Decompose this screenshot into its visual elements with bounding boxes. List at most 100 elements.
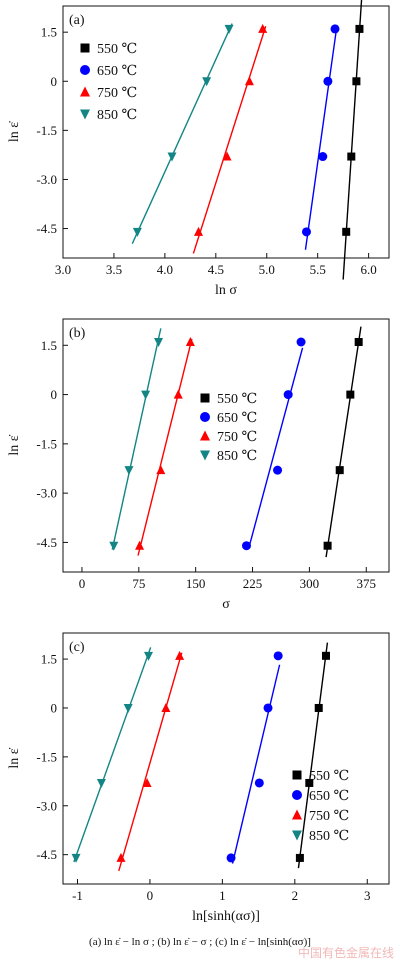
data-point <box>142 777 152 787</box>
legend-marker <box>292 770 302 780</box>
fit-line <box>325 326 362 558</box>
x-tick-label: 375 <box>357 576 377 591</box>
data-point <box>156 465 166 475</box>
legend-marker <box>200 393 210 403</box>
plot-frame <box>62 632 390 885</box>
fit-line <box>342 0 363 280</box>
data-point <box>263 703 273 713</box>
legend-marker <box>200 430 210 441</box>
data-point <box>116 852 126 862</box>
x-tick-label: 1 <box>219 888 226 903</box>
data-point <box>202 77 212 87</box>
x-tick-label: 5.5 <box>310 262 326 277</box>
data-point <box>154 338 164 347</box>
y-tick-label: 1.5 <box>41 338 57 353</box>
legend-label: 750 ℃ <box>309 809 349 824</box>
data-point <box>258 23 268 33</box>
legend-marker <box>292 790 302 800</box>
chart-panel-3: -1 0 1 2 3 1.5 0 -1.5 -3.0 -4.5 ln[sinh(ασ)] ln ε̇ (… <box>7 632 390 924</box>
data-point <box>273 651 283 661</box>
data-point <box>314 703 323 712</box>
plot-frame <box>62 5 390 259</box>
data-point <box>244 76 254 86</box>
data-point <box>347 152 356 161</box>
x-tick-label: 3.5 <box>106 262 122 277</box>
data-point <box>283 390 293 400</box>
data-point <box>141 390 151 400</box>
panel-label: (a) <box>69 13 85 28</box>
data-point <box>96 778 106 788</box>
data-point <box>301 227 311 237</box>
chart-panel-2: 0 75 150 225 300 375 1.5 0 -1.5 -3.0 -4.5 σ ln ε̇ (b)… <box>7 318 390 612</box>
legend-label: 850 ℃ <box>97 108 137 123</box>
x-tick-label: 225 <box>243 576 263 591</box>
fit-line <box>248 347 304 549</box>
x-tick-label: 2 <box>292 888 299 903</box>
data-point <box>305 778 314 787</box>
y-axis-label: ln ε̇ <box>7 747 22 768</box>
legend-marker <box>292 830 302 841</box>
x-axis-label: ln[sinh(ασ)] <box>192 909 260 924</box>
fit-line <box>192 26 267 254</box>
data-point <box>71 853 81 863</box>
data-point <box>346 390 355 399</box>
legend-marker <box>200 412 210 422</box>
data-point <box>224 24 234 34</box>
legend-marker <box>80 65 90 75</box>
x-tick-label: 0 <box>79 576 86 591</box>
y-tick-label: -1.5 <box>36 436 57 451</box>
data-point <box>161 702 171 712</box>
watermark-text: 中国有色金属在线 <box>297 946 394 960</box>
data-point <box>241 541 251 551</box>
legend-label: 650 ℃ <box>309 789 349 804</box>
y-tick-label: -4.5 <box>36 535 57 550</box>
fit-line <box>118 652 183 872</box>
data-point <box>173 389 183 399</box>
data-point <box>175 650 185 660</box>
data-point <box>354 338 363 346</box>
data-point <box>185 337 195 346</box>
fit-line <box>231 664 281 864</box>
legend-label: 650 ℃ <box>217 411 257 426</box>
legend-marker <box>200 450 210 461</box>
x-tick-label: 4.0 <box>157 262 173 277</box>
y-tick-label: -3.0 <box>36 172 57 187</box>
x-tick-label: 3 <box>364 888 371 903</box>
fit-line <box>137 338 193 556</box>
panel-label: (c) <box>69 640 85 655</box>
legend-marker <box>80 109 90 120</box>
plot-frame <box>62 318 390 573</box>
fit-line <box>111 328 162 550</box>
data-point <box>321 651 330 660</box>
data-point <box>295 853 304 862</box>
data-point <box>167 152 177 162</box>
y-tick-label: -4.5 <box>36 221 57 236</box>
y-tick-label: -1.5 <box>36 749 57 764</box>
data-point <box>330 24 340 34</box>
y-tick-label: 0 <box>51 387 58 402</box>
data-point <box>355 24 364 33</box>
x-tick-label: 3.0 <box>55 262 71 277</box>
legend-marker <box>292 809 302 820</box>
data-point <box>296 337 306 347</box>
data-point <box>273 465 283 475</box>
chart-panel-1: 3.0 3.5 4.0 4.5 5.0 5.5 6.0 1.5 0 -1.5 -3.0 -4.5 ln … <box>7 0 390 298</box>
fit-line <box>73 647 152 863</box>
data-point <box>193 226 203 236</box>
figure-caption: (a) ln ε̇ − ln σ ; (b) ln ε̇ − σ ; (c) l… <box>89 936 311 948</box>
data-point <box>318 152 328 162</box>
data-point <box>143 651 153 661</box>
fit-line <box>131 23 233 245</box>
legend-label: 550 ℃ <box>97 42 137 57</box>
x-tick-label: 0 <box>147 888 154 903</box>
x-tick-label: -1 <box>72 888 83 903</box>
x-tick-label: 75 <box>132 576 145 591</box>
data-point <box>123 703 133 713</box>
legend-label: 850 ℃ <box>217 449 257 464</box>
y-tick-label: -3.0 <box>36 486 57 501</box>
data-point <box>222 151 232 161</box>
y-tick-label: 0 <box>51 700 58 715</box>
x-tick-label: 150 <box>186 576 206 591</box>
data-point <box>132 227 142 237</box>
